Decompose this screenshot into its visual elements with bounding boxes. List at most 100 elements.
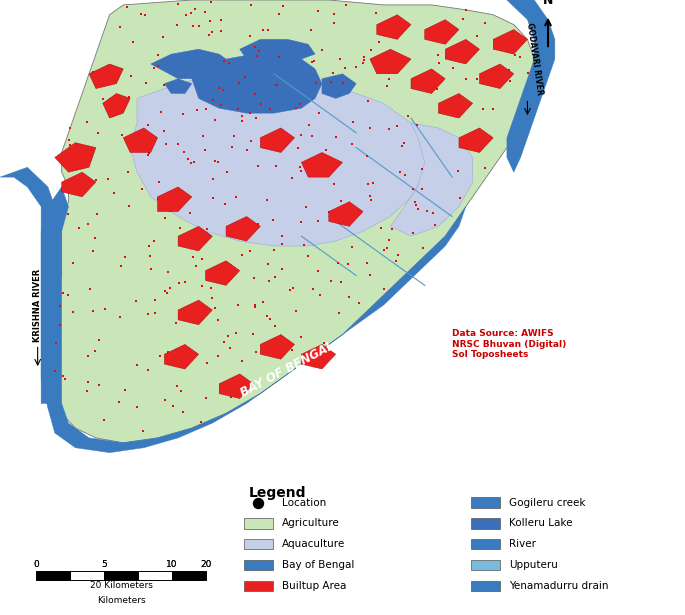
Point bbox=[104, 93, 115, 103]
Text: Yenamadurru drain: Yenamadurru drain bbox=[509, 581, 609, 591]
Point bbox=[416, 184, 427, 194]
Point bbox=[165, 206, 176, 216]
Point bbox=[222, 167, 233, 177]
Point bbox=[388, 28, 399, 38]
Point bbox=[82, 386, 92, 396]
Point bbox=[296, 332, 307, 342]
Point bbox=[340, 0, 351, 10]
Point bbox=[308, 284, 319, 294]
Point bbox=[277, 1, 288, 11]
Point bbox=[477, 105, 488, 114]
Bar bbox=[71, 571, 104, 581]
Text: Location: Location bbox=[282, 498, 326, 507]
Point bbox=[416, 164, 427, 173]
Point bbox=[150, 295, 161, 305]
Bar bbox=[471, 518, 500, 529]
Point bbox=[328, 9, 339, 19]
Polygon shape bbox=[493, 30, 527, 54]
Polygon shape bbox=[260, 128, 295, 153]
Polygon shape bbox=[206, 261, 240, 285]
Point bbox=[173, 352, 184, 362]
Point bbox=[414, 79, 425, 89]
Point bbox=[384, 74, 395, 84]
Point bbox=[230, 328, 241, 338]
Point bbox=[312, 6, 323, 16]
Point bbox=[312, 266, 323, 276]
Point bbox=[271, 80, 282, 90]
Point bbox=[203, 30, 214, 40]
Text: Legend: Legend bbox=[249, 486, 306, 500]
Point bbox=[138, 426, 149, 435]
Polygon shape bbox=[89, 64, 123, 89]
Polygon shape bbox=[178, 300, 212, 325]
Point bbox=[214, 83, 225, 93]
Text: 10: 10 bbox=[166, 560, 177, 569]
Polygon shape bbox=[48, 0, 534, 443]
Point bbox=[336, 197, 347, 207]
Point bbox=[284, 285, 295, 295]
Polygon shape bbox=[0, 167, 55, 403]
Point bbox=[286, 173, 297, 183]
Text: River: River bbox=[509, 539, 536, 549]
Point bbox=[68, 258, 79, 268]
Polygon shape bbox=[329, 202, 363, 226]
Point bbox=[116, 261, 127, 271]
Point bbox=[447, 63, 458, 73]
Point bbox=[188, 21, 199, 31]
Point bbox=[319, 338, 329, 348]
Point bbox=[238, 384, 249, 394]
Polygon shape bbox=[164, 344, 199, 369]
Point bbox=[123, 167, 134, 177]
Point bbox=[338, 78, 349, 88]
Point bbox=[158, 32, 169, 42]
Point bbox=[55, 301, 66, 311]
Point bbox=[145, 252, 156, 261]
Point bbox=[265, 339, 276, 349]
Point bbox=[328, 18, 339, 28]
Point bbox=[136, 9, 147, 19]
Point bbox=[332, 258, 343, 268]
Polygon shape bbox=[377, 15, 411, 39]
Point bbox=[195, 417, 206, 427]
Point bbox=[364, 191, 375, 200]
Point bbox=[98, 95, 109, 105]
Point bbox=[68, 308, 79, 317]
Point bbox=[152, 61, 163, 71]
Point bbox=[117, 130, 128, 140]
Point bbox=[60, 375, 71, 384]
Point bbox=[362, 96, 373, 106]
Point bbox=[99, 304, 110, 314]
Point bbox=[381, 243, 392, 253]
Point bbox=[390, 256, 401, 266]
Point bbox=[236, 226, 247, 236]
Point bbox=[248, 330, 259, 339]
Point bbox=[479, 18, 490, 28]
Point bbox=[94, 335, 105, 345]
Point bbox=[328, 179, 339, 189]
Point bbox=[264, 314, 275, 324]
Point bbox=[179, 146, 190, 156]
Point bbox=[197, 254, 208, 264]
Point bbox=[362, 179, 373, 189]
Point bbox=[460, 74, 471, 84]
Point bbox=[207, 193, 218, 203]
Point bbox=[58, 371, 68, 381]
Point bbox=[368, 178, 379, 188]
Point bbox=[263, 25, 274, 35]
Point bbox=[174, 278, 185, 288]
Point bbox=[252, 220, 263, 229]
Text: Agriculture: Agriculture bbox=[282, 518, 340, 528]
Point bbox=[160, 140, 171, 149]
Point bbox=[358, 52, 369, 62]
Point bbox=[421, 207, 432, 216]
Text: Aquaculture: Aquaculture bbox=[282, 539, 345, 549]
Point bbox=[250, 42, 261, 52]
Point bbox=[417, 243, 428, 253]
Point bbox=[514, 52, 525, 62]
Polygon shape bbox=[370, 49, 411, 74]
Point bbox=[216, 100, 227, 110]
Point bbox=[344, 292, 355, 302]
Bar bbox=[471, 581, 500, 591]
Point bbox=[202, 275, 213, 285]
Point bbox=[209, 303, 220, 313]
